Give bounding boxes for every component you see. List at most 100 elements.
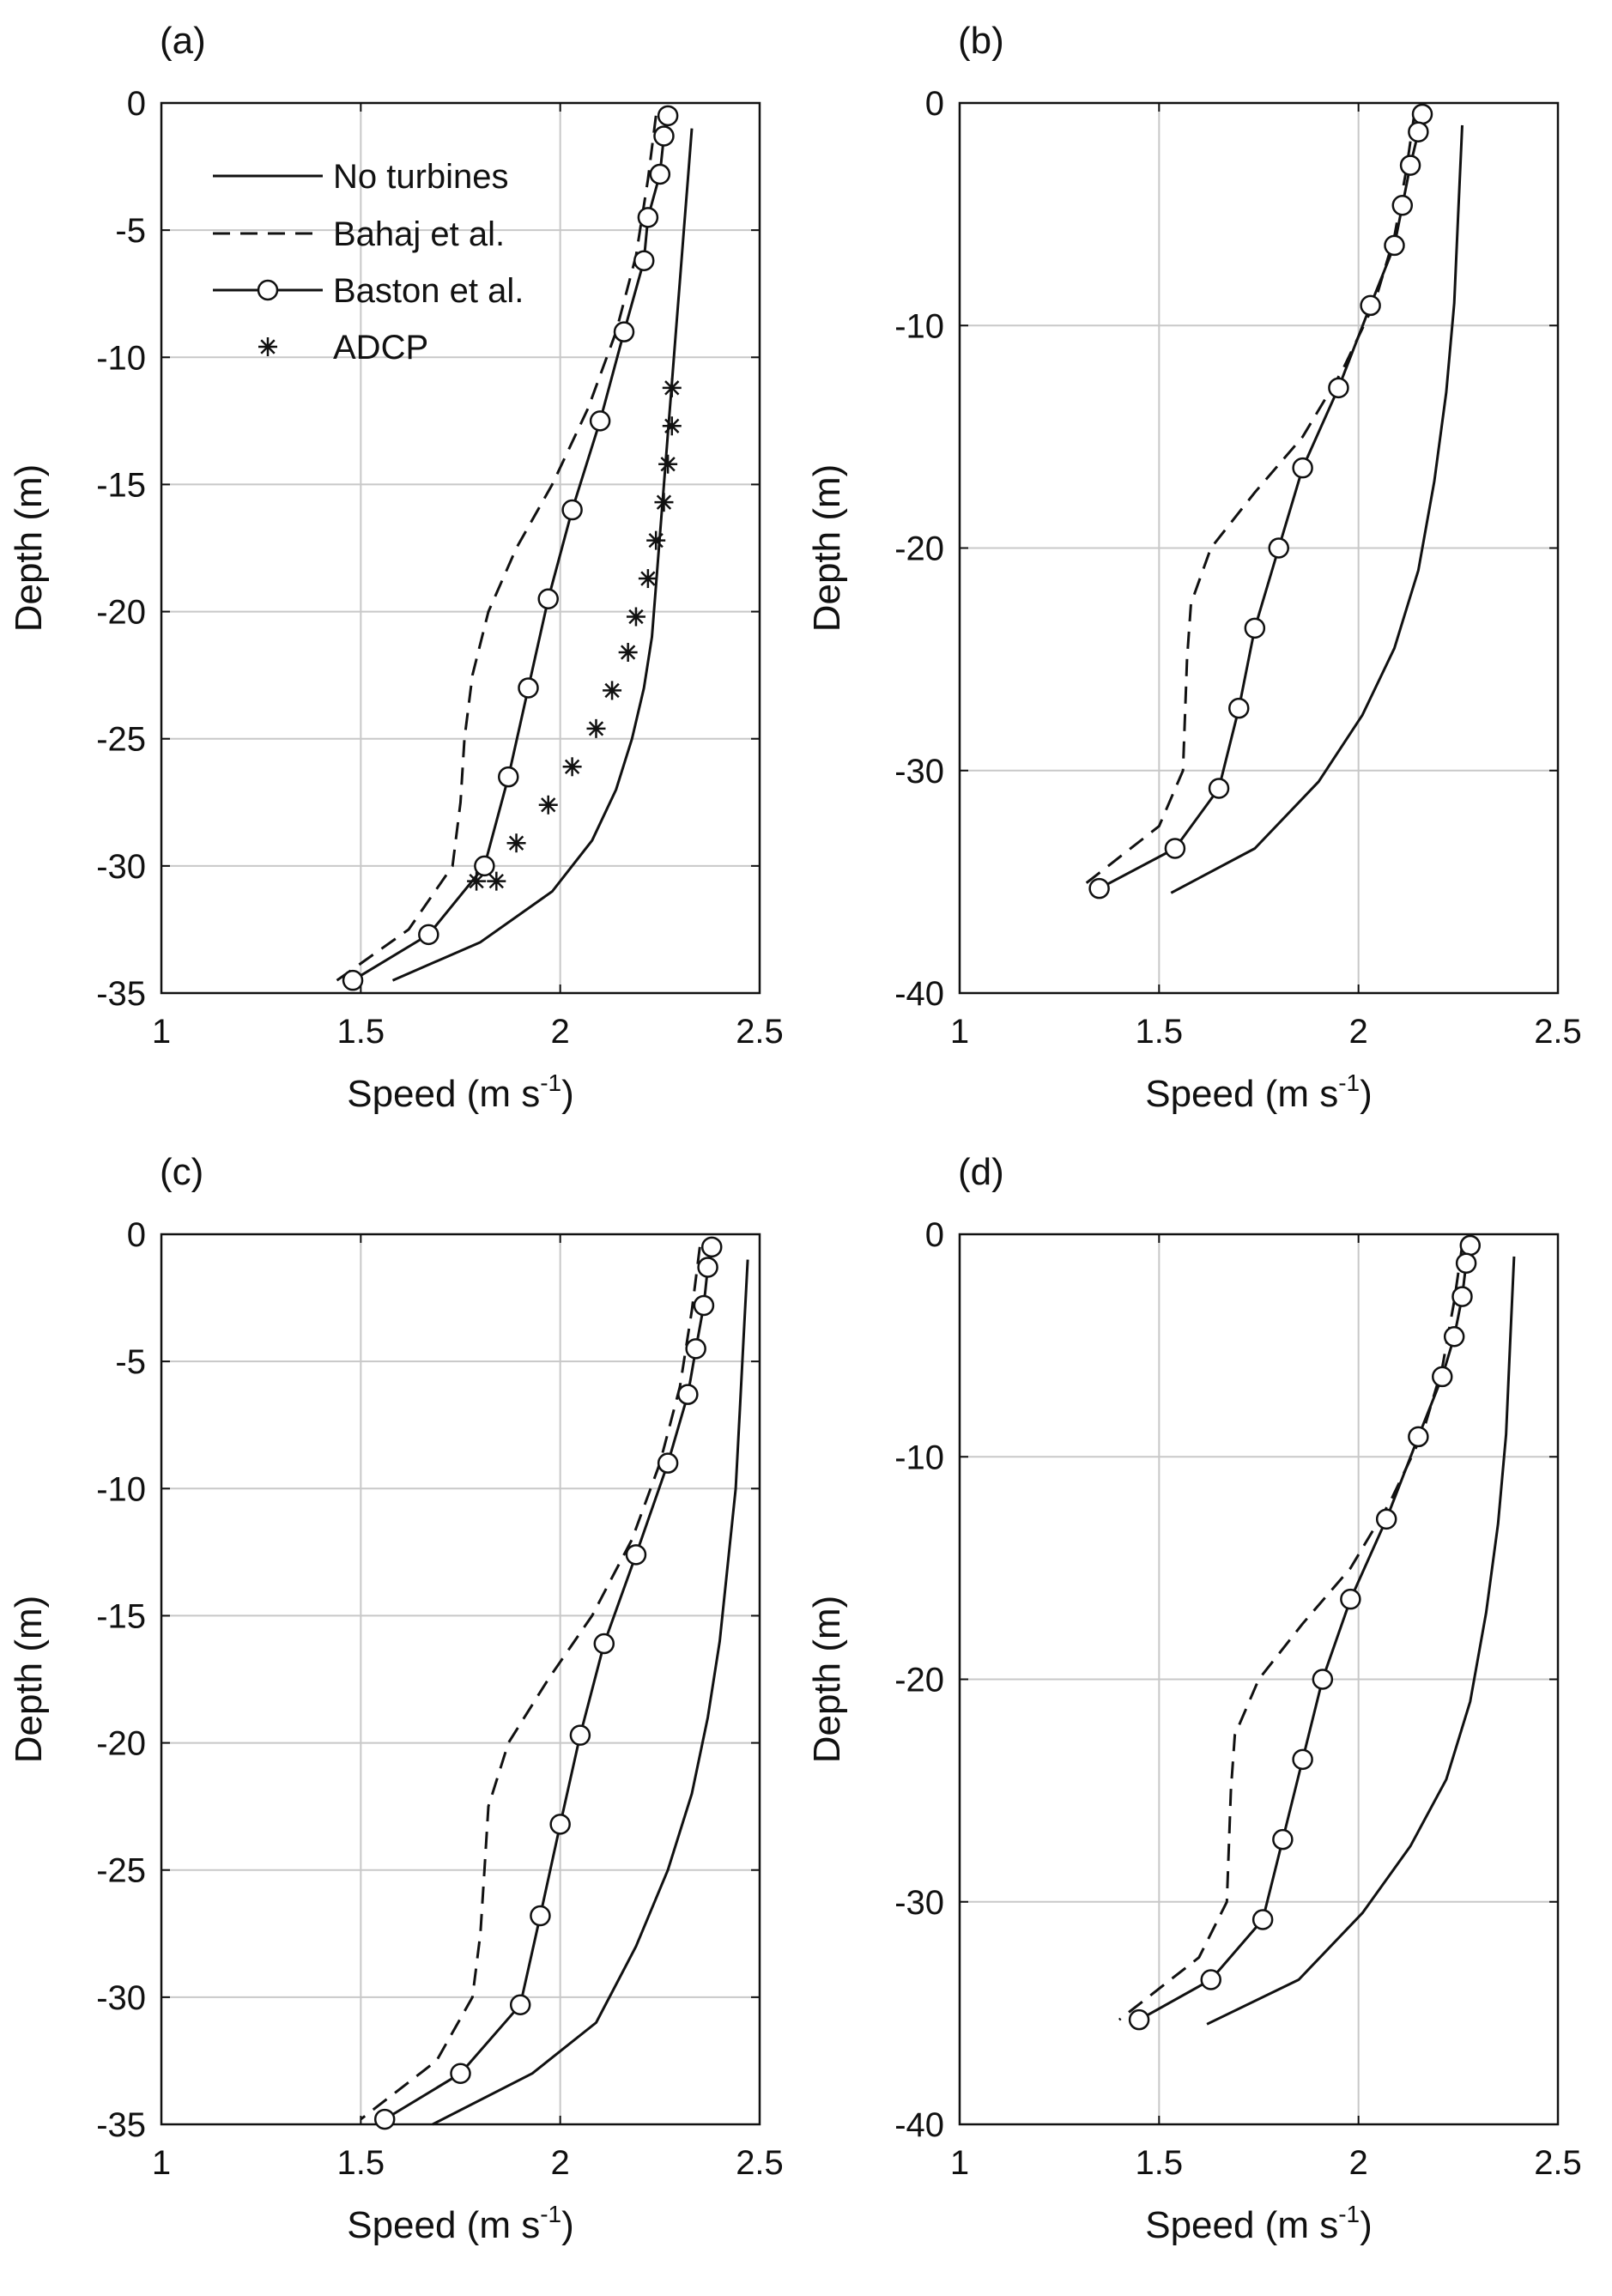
x-axis-title: Speed (m s-1) xyxy=(1145,2201,1373,2246)
y-tick-label: -15 xyxy=(96,466,146,504)
x-tick-label: 2 xyxy=(1349,2144,1368,2182)
adcp-marker-stroke xyxy=(541,797,556,813)
no-turbines-line xyxy=(432,1259,749,2126)
y-tick-label: -20 xyxy=(96,1725,146,1763)
legend-adcp-marker-stroke xyxy=(260,339,276,354)
x-axis-title-close: ) xyxy=(1360,2204,1373,2246)
adcp-marker xyxy=(467,871,487,891)
panel-label: (b) xyxy=(958,20,1004,62)
baston-marker xyxy=(1251,1909,1274,1930)
legend-circle-marker xyxy=(257,279,279,301)
baston-marker xyxy=(589,410,611,432)
x-tick-label: 2.5 xyxy=(736,1013,784,1051)
baston-marker xyxy=(700,1236,723,1258)
baston-marker xyxy=(653,125,675,147)
y-tick-label: -30 xyxy=(894,1884,944,1922)
baston-marker xyxy=(1272,1828,1294,1851)
baston-marker xyxy=(1208,778,1230,799)
baston-marker xyxy=(1360,294,1381,317)
baston-marker xyxy=(561,499,583,521)
y-axis-title: Depth (m) xyxy=(806,1596,848,1764)
x-tick-label: 2.5 xyxy=(736,2144,784,2182)
baston-marker xyxy=(1451,1286,1473,1307)
adcp-marker xyxy=(662,378,682,397)
baston-marker xyxy=(1408,1426,1429,1448)
x-tick-label: 2 xyxy=(1349,1013,1368,1051)
bahaj-line xyxy=(1118,1245,1464,2021)
adcp-marker-stroke xyxy=(620,645,636,660)
adcp-marker-stroke xyxy=(508,835,524,851)
x-tick-label: 1.5 xyxy=(1136,2144,1184,2182)
adcp-marker xyxy=(658,454,678,474)
y-axis-title: Depth (m) xyxy=(8,464,50,633)
baston-marker xyxy=(1443,1326,1465,1348)
legend-label: Baston et al. xyxy=(333,272,524,310)
baston-marker xyxy=(1384,234,1405,257)
baston-marker xyxy=(685,1338,706,1360)
x-tick-label: 1.5 xyxy=(337,1013,385,1051)
baston-marker xyxy=(1455,1252,1477,1274)
no-turbines-line xyxy=(1170,124,1464,894)
baston-marker xyxy=(649,163,671,185)
x-axis-title: Speed (m s-1) xyxy=(1145,1069,1373,1115)
x-tick-label: 1 xyxy=(950,2144,969,2182)
adcp-marker xyxy=(562,757,582,777)
x-axis-title: Speed (m s-1) xyxy=(347,1069,574,1115)
baston-marker xyxy=(373,2108,396,2130)
x-tick-label: 1.5 xyxy=(337,2144,385,2182)
baston-marker xyxy=(1268,537,1289,559)
x-tick-label: 1 xyxy=(152,1013,171,1051)
x-axis-title-close: ) xyxy=(561,2204,574,2246)
y-tick-label: -20 xyxy=(894,1662,944,1699)
adcp-marker-stroke xyxy=(660,457,676,472)
y-axis-title: Depth (m) xyxy=(806,464,848,633)
y-tick-label: 0 xyxy=(925,1216,944,1254)
baston-marker xyxy=(1391,195,1414,216)
baston-marker xyxy=(342,969,364,991)
adcp-marker xyxy=(662,416,682,436)
no-turbines-line xyxy=(391,128,694,982)
plot-frame xyxy=(160,101,761,995)
adcp-marker xyxy=(586,718,606,738)
adcp-marker xyxy=(654,493,674,512)
adcp-marker xyxy=(646,530,666,550)
adcp-marker-stroke xyxy=(469,873,484,889)
bahaj-line xyxy=(336,115,658,982)
y-tick-label: -20 xyxy=(96,594,146,632)
baston-marker xyxy=(1375,1508,1397,1530)
adcp-marker xyxy=(506,833,526,853)
baston-marker xyxy=(498,766,519,788)
adcp-marker-stroke xyxy=(604,682,620,699)
baston-marker xyxy=(450,2063,471,2084)
adcp-marker-stroke xyxy=(488,873,504,889)
chart-panel: 1 1.5 2 2.5 0 -5 -10 -15 -20 -25 -30 -35 Speed (m s-… xyxy=(8,1151,784,2246)
x-tick-label: 1 xyxy=(950,1013,969,1051)
y-tick-label: -10 xyxy=(894,307,944,345)
x-tick-label: 2.5 xyxy=(1534,1013,1582,1051)
y-tick-label: -35 xyxy=(96,2106,146,2144)
baston-line xyxy=(1138,1245,1472,2021)
x-tick-label: 2 xyxy=(551,1013,570,1051)
baston-marker xyxy=(697,1257,718,1278)
baston-marker xyxy=(530,1905,551,1927)
baston-marker xyxy=(474,855,495,877)
baston-marker xyxy=(1200,1969,1221,1990)
y-tick-label: -10 xyxy=(894,1439,944,1476)
adcp-marker xyxy=(487,871,506,891)
adcp-marker-stroke xyxy=(664,380,680,396)
y-tick-label: -5 xyxy=(115,1343,146,1381)
y-tick-label: -10 xyxy=(96,339,146,377)
no-turbines-line xyxy=(1206,1256,1516,2026)
adcp-marker-stroke xyxy=(640,571,656,586)
chart-panel: 1 1.5 2 2.5 0 -10 -20 -30 -40 Speed (m s-1) Depth … xyxy=(806,1151,1582,2246)
legend-label: ADCP xyxy=(333,329,428,367)
y-tick-label: -35 xyxy=(96,975,146,1013)
baston-marker xyxy=(1292,1748,1313,1771)
baston-marker xyxy=(509,1994,531,2015)
baston-marker xyxy=(537,588,559,610)
baston-marker xyxy=(633,250,655,271)
y-tick-label: -15 xyxy=(96,1597,146,1635)
x-tick-label: 2.5 xyxy=(1534,2144,1582,2182)
baston-marker xyxy=(677,1384,699,1405)
adcp-marker-stroke xyxy=(588,721,604,736)
